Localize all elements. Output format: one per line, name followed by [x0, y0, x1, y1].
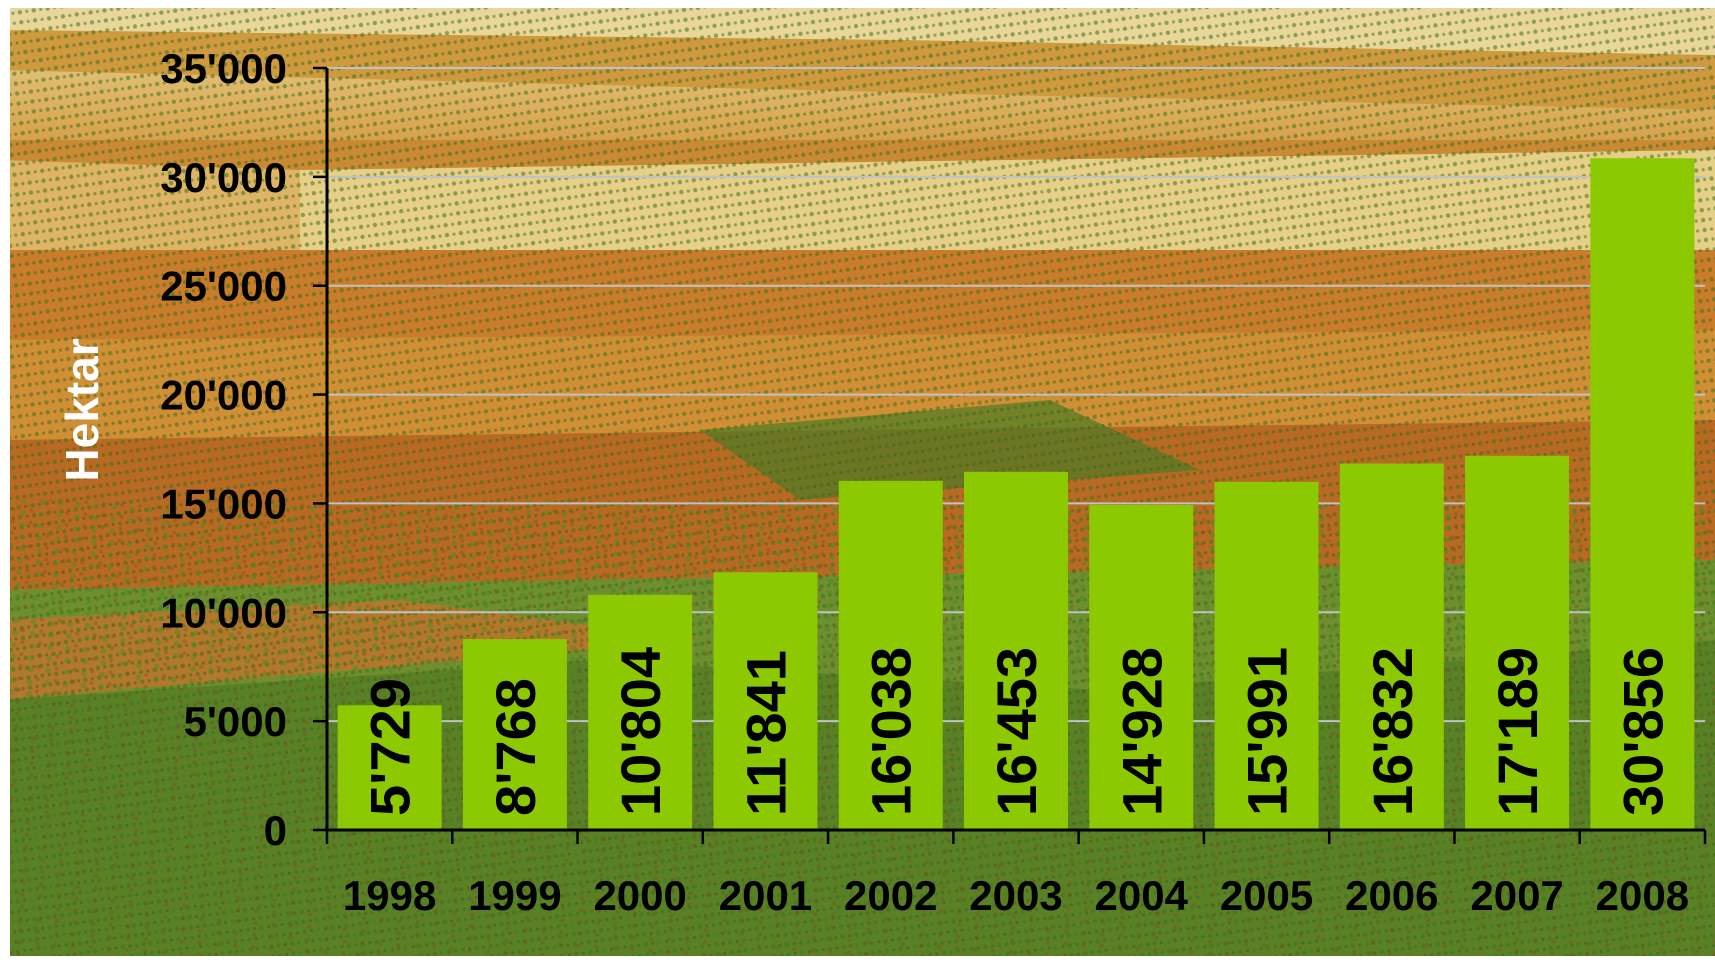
bar-1998	[337, 705, 442, 830]
bar-2003	[964, 471, 1068, 830]
y-tick-label: 35'000	[160, 45, 287, 92]
bar-value-label: 16'453	[985, 647, 1048, 816]
bar-2007	[1465, 455, 1570, 830]
bar-value-label: 5'729	[359, 678, 422, 816]
y-tick-label: 0	[264, 807, 287, 854]
x-tick-label: 2005	[1220, 872, 1313, 919]
x-tick-label: 2003	[969, 872, 1062, 919]
x-tick-label: 2007	[1470, 872, 1563, 919]
y-tick-label: 5'000	[184, 698, 287, 745]
bar-value-label: 15'991	[1236, 647, 1299, 816]
y-tick-label: 30'000	[160, 154, 287, 201]
x-tick-labels: 1998 1999 2000 2001 2002 2003 2004 2005 2006 2007…	[343, 872, 1689, 919]
bar-value-label: 11'841	[734, 650, 797, 816]
y-tick-label: 20'000	[160, 372, 287, 419]
bar-2006	[1339, 463, 1444, 830]
x-tick-label: 2006	[1345, 872, 1438, 919]
bars	[337, 158, 1695, 830]
bar-1999	[462, 639, 567, 830]
bar-2004	[1089, 504, 1194, 830]
bar-value-label: 17'189	[1486, 647, 1549, 816]
y-axis-title: Hektar	[56, 338, 108, 481]
y-tick-labels: 0 5'000 10'000 15'000 20'000 25'000 30'000 35'0…	[160, 45, 287, 854]
bar-2000	[588, 594, 693, 830]
bar-value-label: 30'856	[1611, 647, 1674, 816]
bar-value-label: 8'768	[484, 678, 547, 816]
x-tick-label: 2004	[1095, 872, 1189, 919]
bar-2005	[1214, 481, 1319, 830]
x-tick-label: 1998	[343, 872, 436, 919]
bar-value-label: 16'038	[860, 647, 923, 816]
bar-value-label: 16'832	[1361, 647, 1424, 816]
y-tick-label: 10'000	[160, 589, 287, 636]
bar-2008	[1590, 158, 1695, 830]
bar-value-labels: 5'729 8'768 10'804 11'841 16'038 16'453 14'928…	[359, 647, 1675, 816]
bar-2002	[838, 480, 943, 830]
bar-value-label: 10'804	[609, 647, 672, 816]
x-tick-label: 2008	[1596, 872, 1689, 919]
x-tick-label: 1999	[468, 872, 561, 919]
y-tick-label: 15'000	[160, 480, 287, 527]
y-tick-label: 25'000	[160, 263, 287, 310]
bar-2001	[713, 572, 818, 830]
axes	[313, 66, 1707, 844]
x-tick-label: 2002	[844, 872, 937, 919]
bar-value-label: 14'928	[1110, 647, 1173, 816]
x-tick-label: 2000	[593, 872, 686, 919]
x-tick-label: 2001	[719, 872, 812, 919]
